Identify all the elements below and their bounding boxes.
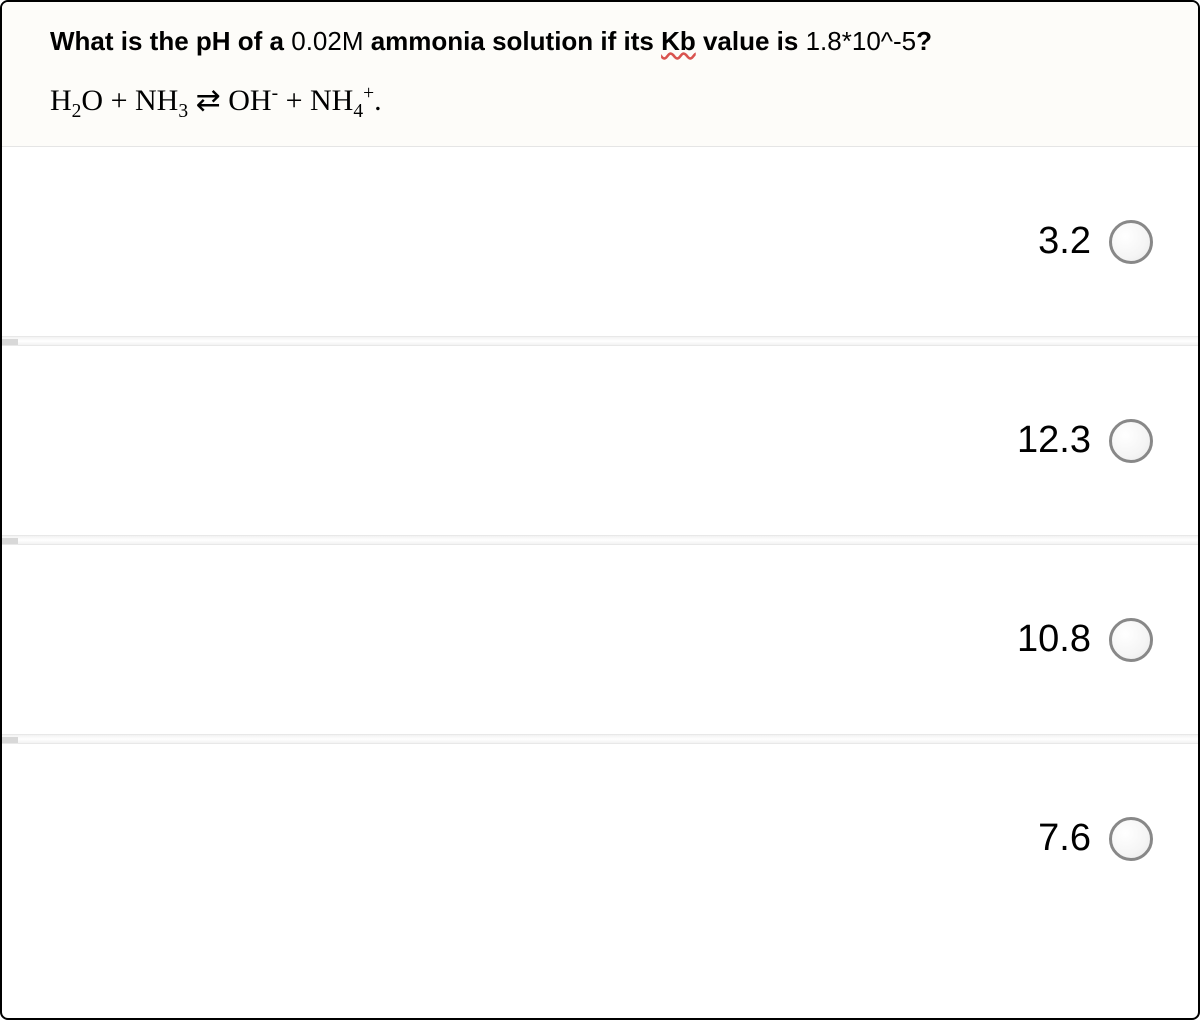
option-row[interactable]: 10.8 — [2, 545, 1198, 734]
question-part3: value is — [696, 26, 806, 56]
option-divider — [2, 336, 1198, 346]
option-row[interactable]: 7.6 — [2, 744, 1198, 933]
radio-button[interactable] — [1109, 618, 1153, 662]
option-row[interactable]: 3.2 — [2, 147, 1198, 336]
options-area: 3.2 12.3 10.8 7.6 — [2, 147, 1198, 933]
kb-label: Kb — [661, 26, 696, 56]
question-part1: What is the pH of a — [50, 26, 291, 56]
option-label: 3.2 — [1038, 220, 1091, 263]
question-box: What is the pH of a 0.02M ammonia soluti… — [2, 2, 1198, 147]
option-divider — [2, 734, 1198, 744]
option-label: 12.3 — [1017, 419, 1091, 462]
quiz-container: What is the pH of a 0.02M ammonia soluti… — [0, 0, 1200, 1020]
kb-value: 1.8*10^-5 — [806, 26, 917, 56]
question-part4: ? — [916, 26, 932, 56]
option-label: 7.6 — [1038, 817, 1091, 860]
question-text: What is the pH of a 0.02M ammonia soluti… — [50, 22, 1158, 61]
question-molarity: 0.02M — [291, 26, 363, 56]
radio-button[interactable] — [1109, 220, 1153, 264]
option-divider — [2, 535, 1198, 545]
radio-button[interactable] — [1109, 419, 1153, 463]
question-part2: ammonia solution if its — [364, 26, 662, 56]
radio-button[interactable] — [1109, 817, 1153, 861]
option-row[interactable]: 12.3 — [2, 346, 1198, 535]
option-label: 10.8 — [1017, 618, 1091, 661]
equation: H2O + NH3 ⇄ OH- + NH4+. — [50, 83, 1158, 118]
